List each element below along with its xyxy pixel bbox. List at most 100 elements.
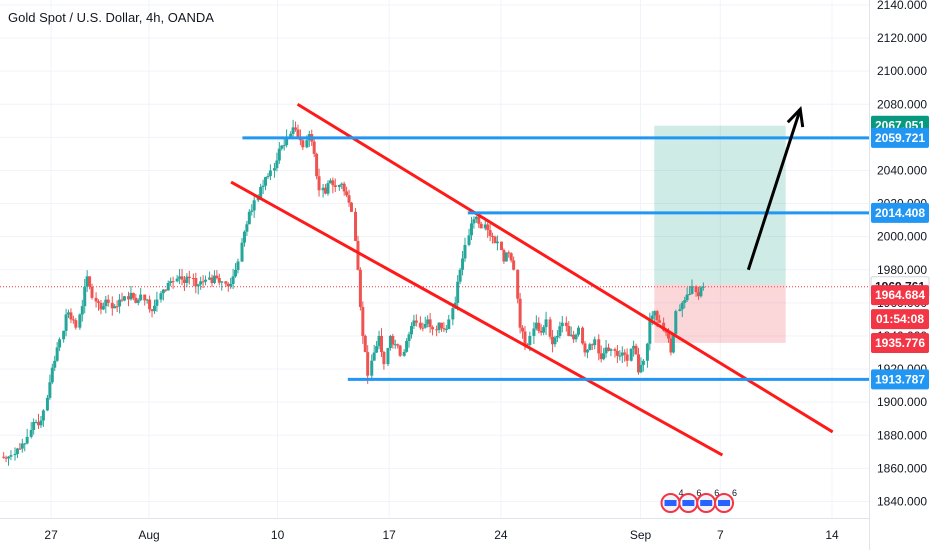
- candle-up: [632, 345, 636, 349]
- candle-down: [2, 456, 6, 458]
- tag-level-2014[interactable]: [871, 202, 929, 223]
- candle-down: [539, 330, 543, 333]
- tag-stop[interactable]: [871, 332, 929, 353]
- candle-down: [4, 457, 8, 459]
- candle-down: [333, 185, 337, 188]
- candle-down: [499, 241, 503, 251]
- upper-trendline[interactable]: [296, 102, 834, 434]
- time-tick-label: 10: [271, 528, 285, 542]
- candle-up: [234, 269, 238, 277]
- candle-down: [363, 335, 367, 353]
- time-tick-label: 14: [825, 528, 839, 542]
- candle-up: [699, 287, 703, 297]
- candle-up: [405, 340, 409, 352]
- candle-up: [604, 347, 608, 354]
- candle-down: [391, 335, 395, 345]
- price-tick-label: 1840.000: [877, 494, 927, 508]
- candle-down: [669, 338, 673, 353]
- tag-entry[interactable]: [871, 285, 929, 306]
- candle-up: [671, 333, 675, 353]
- profit-zone[interactable]: [654, 125, 786, 285]
- candle-down: [71, 319, 75, 321]
- candle-up: [402, 351, 406, 356]
- candle-down: [354, 211, 358, 241]
- tag-countdown-label: 01:54:08: [876, 312, 924, 326]
- candle-up: [53, 360, 57, 368]
- candle-down: [110, 302, 114, 309]
- candle-down: [106, 299, 110, 303]
- candle-down: [37, 421, 41, 426]
- candle-down: [366, 352, 370, 376]
- tag-entry-label: 1964.684: [875, 288, 925, 302]
- candle-up: [650, 315, 654, 320]
- candle-up: [645, 343, 649, 361]
- candle-down: [418, 322, 422, 328]
- candle-down: [382, 352, 386, 365]
- candle-up: [104, 299, 108, 307]
- candle-down: [567, 326, 571, 336]
- candle-down: [525, 344, 529, 346]
- candle-down: [342, 183, 346, 192]
- candle-down: [493, 236, 497, 244]
- candle-up: [101, 306, 105, 310]
- candle-up: [39, 420, 43, 426]
- candle-down: [516, 269, 520, 299]
- candle-up: [372, 352, 376, 361]
- price-tick-label: 1880.000: [877, 428, 927, 442]
- event-marker-count: 6: [714, 488, 719, 498]
- candle-down: [324, 187, 328, 194]
- candle-up: [340, 183, 344, 185]
- lower-trendline[interactable]: [230, 180, 724, 457]
- projection-arrow[interactable]: [746, 108, 802, 271]
- price-tick-label: 2000.000: [877, 230, 927, 244]
- candle-up: [136, 300, 140, 303]
- candle-up: [291, 127, 295, 134]
- candle-down: [599, 353, 603, 360]
- candle-up: [245, 224, 249, 232]
- candle-up: [569, 334, 573, 336]
- candle-down: [523, 331, 527, 345]
- tag-stop-label: 1935.776: [875, 336, 925, 350]
- candle-down: [294, 127, 298, 130]
- tag-level-2059[interactable]: [871, 127, 929, 148]
- candle-up: [680, 302, 684, 310]
- candle-down: [551, 336, 555, 345]
- candle-up: [444, 329, 448, 331]
- candle-up: [161, 289, 165, 294]
- candle-up: [280, 145, 284, 149]
- candle-up: [629, 348, 633, 361]
- time-tick-label: Sep: [630, 528, 652, 542]
- tag-countdown[interactable]: [871, 309, 929, 330]
- candle-up: [7, 456, 11, 459]
- candle-up: [166, 282, 170, 291]
- candle-down: [127, 296, 131, 300]
- candle-up: [609, 349, 613, 351]
- candle-up: [85, 276, 89, 287]
- candle-up: [553, 337, 557, 345]
- candle-down: [597, 339, 601, 354]
- tag-level-1913[interactable]: [871, 369, 929, 390]
- candle-down: [301, 140, 305, 148]
- candle-down: [171, 281, 175, 283]
- candle-up: [321, 187, 325, 191]
- time-tick-label: 27: [44, 528, 58, 542]
- candle-down: [398, 345, 402, 356]
- candle-down: [361, 306, 365, 336]
- candle-down: [488, 230, 492, 236]
- candle-up: [247, 211, 251, 225]
- time-tick-label: 17: [382, 528, 396, 542]
- candle-up: [169, 281, 173, 283]
- candle-down: [502, 250, 506, 262]
- price-tick-label: 2080.000: [877, 97, 927, 111]
- price-tick-label: 1860.000: [877, 461, 927, 475]
- candle-down: [521, 327, 525, 332]
- candle-up: [20, 443, 24, 449]
- candle-up: [178, 276, 182, 279]
- candle-up: [78, 314, 82, 328]
- time-axis: 27 Aug 10 17 24 Sep 7 14: [44, 528, 839, 542]
- candle-up: [220, 281, 224, 283]
- candle-up: [252, 200, 256, 211]
- candle-up: [145, 299, 149, 301]
- candle-up: [155, 299, 159, 306]
